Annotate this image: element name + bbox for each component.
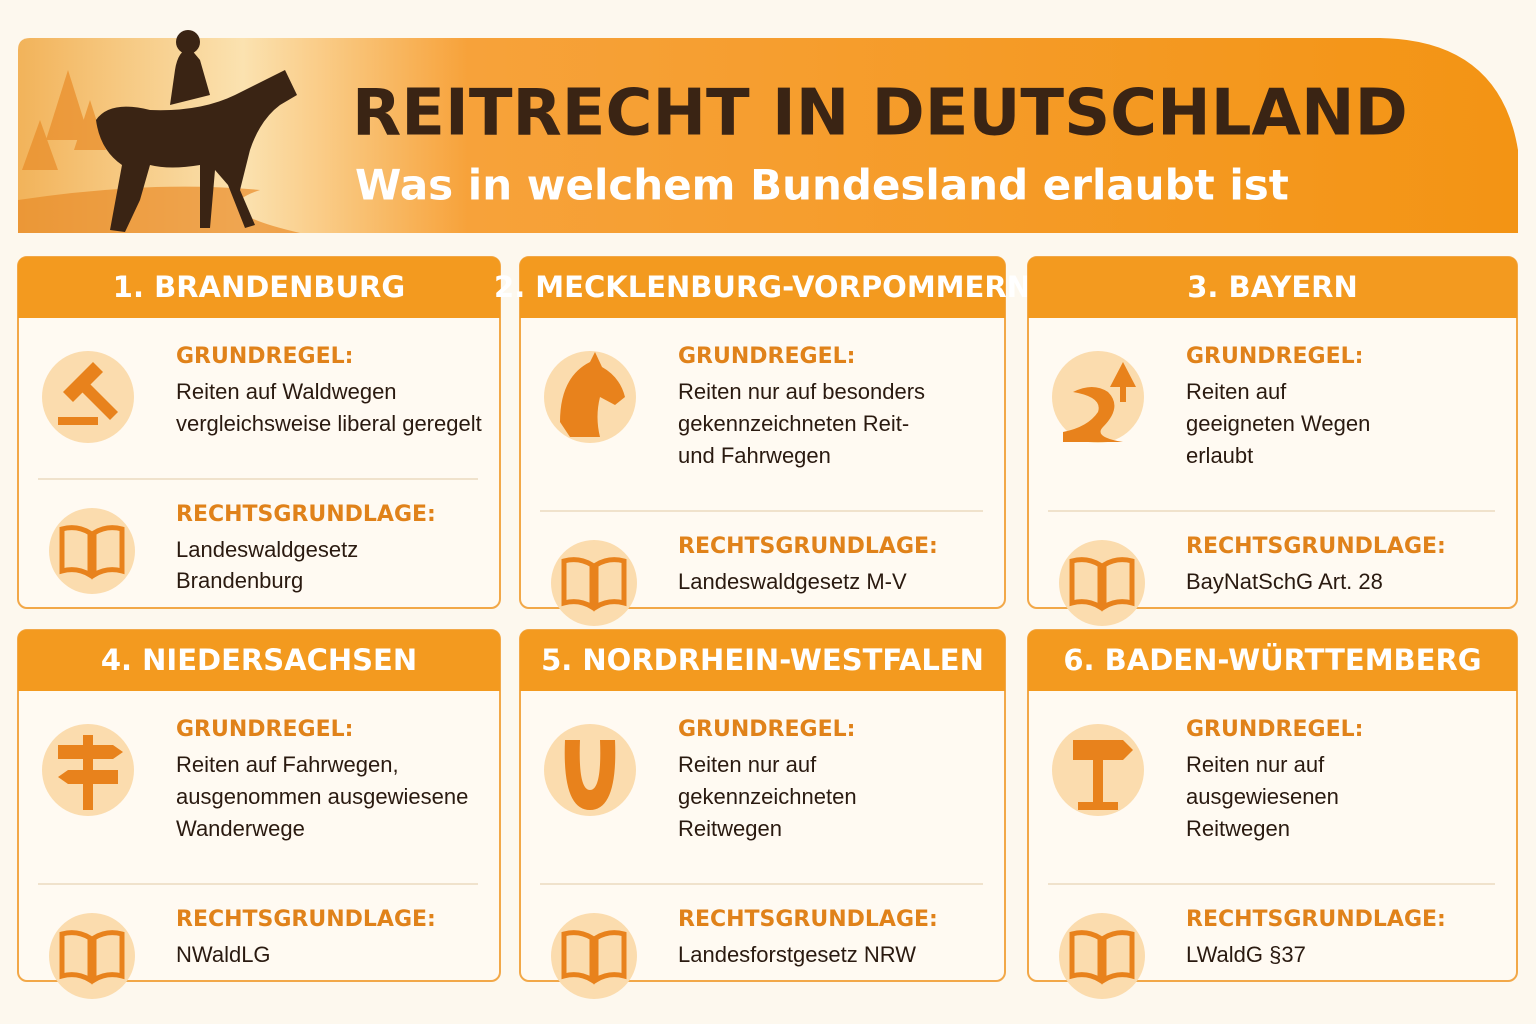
- rule-text: erlaubt: [1186, 443, 1253, 468]
- card-title: 5. NORDRHEIN-WESTFALEN: [541, 643, 984, 677]
- rule-text: Reitwegen: [1186, 816, 1290, 841]
- rule-icon: [58, 735, 123, 810]
- card: 6. BADEN-WÜRTTEMBERG GRUNDREGEL: Reiten nu…: [1027, 629, 1518, 999]
- trees: [18, 70, 300, 233]
- rule-label: GRUNDREGEL:: [176, 344, 353, 369]
- basis-label: RECHTSGRUNDLAGE:: [678, 534, 938, 559]
- card-header: [520, 257, 1005, 318]
- rule-text: Wanderwege: [176, 816, 305, 841]
- rule-icon: [560, 352, 625, 437]
- rule-label: GRUNDREGEL:: [678, 344, 855, 369]
- basis-label: RECHTSGRUNDLAGE:: [176, 502, 436, 527]
- header-band: [18, 38, 1518, 233]
- rule-text: geeigneten Wegen: [1186, 411, 1370, 436]
- book-icon: [561, 557, 627, 612]
- rule-text: gekennzeichneten: [678, 784, 857, 809]
- rule-text: Reiten nur auf: [678, 752, 817, 777]
- card-title: 6. BADEN-WÜRTTEMBERG: [1063, 643, 1481, 677]
- card: 3. BAYERN GRUNDREGEL: Reiten auf geeigneten…: [1027, 256, 1518, 626]
- card-title: 3. BAYERN: [1187, 270, 1357, 304]
- rule-icon: [564, 740, 616, 810]
- subtitle: Was in welchem Bundesland erlaubt ist: [355, 161, 1289, 210]
- rule-icon: [1073, 740, 1133, 810]
- card-header: [18, 630, 500, 691]
- card-header: [1028, 630, 1517, 691]
- card-title: 4. NIEDERSACHSEN: [101, 643, 417, 677]
- basis-text: Landesforstgesetz NRW: [678, 942, 916, 967]
- rule-text: ausgewiesenen: [1186, 784, 1339, 809]
- basis-text: BayNatSchG Art. 28: [1186, 569, 1383, 594]
- basis-text: Brandenburg: [176, 568, 303, 593]
- rider-head: [176, 30, 200, 54]
- book-icon: [1069, 930, 1135, 985]
- basis-text: Landeswaldgesetz: [176, 537, 358, 562]
- rule-text: Reiten auf: [1186, 379, 1287, 404]
- rule-label: GRUNDREGEL:: [678, 717, 855, 742]
- book-icon: [1069, 557, 1135, 612]
- rule-text: Reiten nur auf besonders: [678, 379, 925, 404]
- card-title: 1. BRANDENBURG: [113, 270, 405, 304]
- rule-text: und Fahrwegen: [678, 443, 831, 468]
- rule-text: gekennzeichneten Reit-: [678, 411, 909, 436]
- rule-text: Reiten auf Waldwegen: [176, 379, 397, 404]
- card-header: [520, 630, 1005, 691]
- basis-text: Landeswaldgesetz M-V: [678, 569, 907, 594]
- rule-label: GRUNDREGEL:: [176, 717, 353, 742]
- rule-label: GRUNDREGEL:: [1186, 344, 1363, 369]
- basis-label: RECHTSGRUNDLAGE:: [678, 907, 938, 932]
- book-icon: [59, 930, 125, 985]
- rule-label: GRUNDREGEL:: [1186, 717, 1363, 742]
- rule-text: vergleichsweise liberal geregelt: [176, 411, 482, 436]
- card-title: 2. MECKLENBURG-VORPOMMERN: [494, 270, 1031, 304]
- basis-label: RECHTSGRUNDLAGE:: [1186, 907, 1446, 932]
- card-header: [18, 257, 500, 318]
- card: 4. NIEDERSACHSEN GRUNDREGEL: Reiten auf Fa…: [17, 629, 501, 999]
- book-icon: [561, 930, 627, 985]
- card-header: [1028, 257, 1517, 318]
- title: REITRECHT IN DEUTSCHLAND: [352, 77, 1408, 151]
- basis-label: RECHTSGRUNDLAGE:: [176, 907, 436, 932]
- card: 2. MECKLENBURG-VORPOMMERN GRUNDREGEL: Reit…: [494, 256, 1031, 626]
- rule-text: ausgenommen ausgewiesene: [176, 784, 468, 809]
- rule-icon: [58, 362, 118, 425]
- basis-label: RECHTSGRUNDLAGE:: [1186, 534, 1446, 559]
- rule-text: Reiten auf Fahrwegen,: [176, 752, 399, 777]
- rule-text: Reiten nur auf: [1186, 752, 1325, 777]
- basis-text: NWaldLG: [176, 942, 271, 967]
- rule-icon: [1063, 362, 1136, 442]
- rider-silhouette: [96, 48, 297, 232]
- book-icon: [59, 525, 125, 580]
- basis-text: LWaldG §37: [1186, 942, 1306, 967]
- rule-text: Reitwegen: [678, 816, 782, 841]
- card: 5. NORDRHEIN-WESTFALEN GRUNDREGEL: Reiten …: [519, 629, 1006, 999]
- card: 1. BRANDENBURG GRUNDREGEL: Reiten auf Wald…: [17, 256, 501, 609]
